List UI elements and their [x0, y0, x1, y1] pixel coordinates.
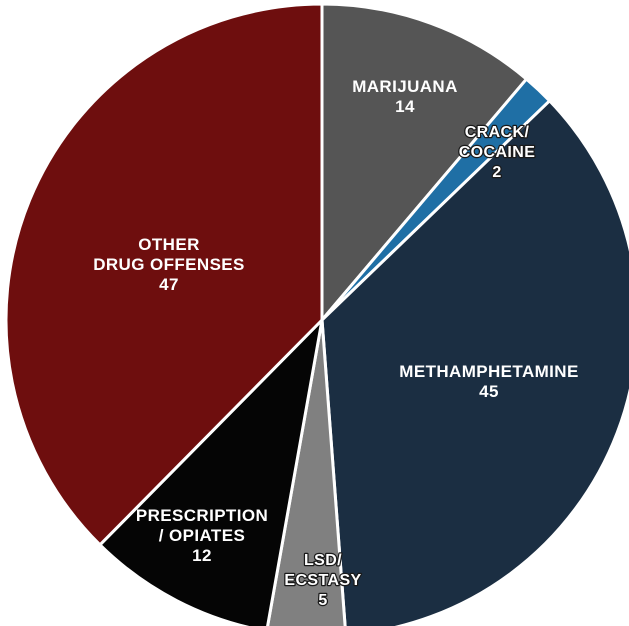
slice-name-3: ECSTASY	[284, 572, 361, 589]
slice-value-4: 12	[192, 546, 212, 565]
pie-slice-5	[4, 2, 324, 547]
slice-label-1: CRACK/COCAINE 2	[459, 124, 536, 181]
slice-name-2: METHAMPHETAMINE	[399, 362, 578, 381]
slice-label-4: PRESCRIPTION / OPIATES 12	[136, 506, 268, 565]
slice-value-2: 45	[479, 382, 499, 401]
slice-name-4: PRESCRIPTION	[136, 506, 268, 525]
slice-name-1: COCAINE	[459, 144, 536, 161]
slice-value-1: 2	[492, 164, 501, 181]
slice-value-3: 5	[318, 592, 327, 609]
slice-name-3: LSD/	[304, 552, 342, 569]
pie-slices	[4, 2, 629, 626]
slice-name-0: MARIJUANA	[352, 77, 458, 96]
pie-slice-0	[320, 2, 528, 322]
slice-value-0: 14	[395, 97, 415, 116]
pie-labels: MARIJUANA 14 CRACK/COCAINE 2 METHAMPHETAMINE…	[93, 77, 578, 610]
slice-name-4: / OPIATES	[159, 526, 245, 545]
slice-value-5: 47	[159, 275, 179, 294]
pie-slice-4	[98, 318, 324, 626]
slice-name-1: CRACK/	[465, 124, 530, 141]
slice-label-5: OTHER DRUG OFFENSES 47	[93, 235, 245, 294]
pie-slice-2	[320, 99, 629, 626]
slice-name-5: OTHER	[138, 235, 200, 254]
slice-label-2: METHAMPHETAMINE 45	[399, 362, 578, 401]
slice-label-3: LSD/ECSTASY 5	[284, 552, 361, 609]
slice-label-0: MARIJUANA 14	[352, 77, 458, 116]
pie-slice-3	[266, 318, 347, 626]
slice-name-5: DRUG OFFENSES	[93, 255, 245, 274]
